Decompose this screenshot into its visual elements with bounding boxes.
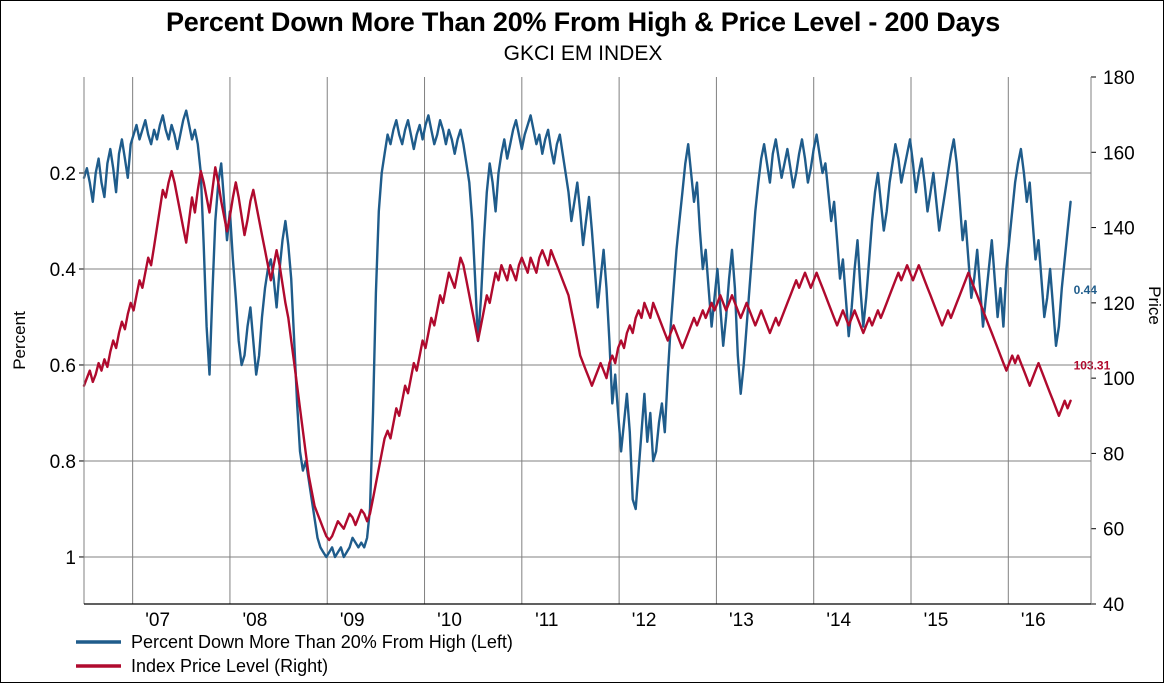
y-axis-left-tick-label: 0.2 [50,164,76,185]
y-axis-right-ticks: 40 60 80 100 120 140 160 180 [1091,68,1135,616]
y-axis-left-tick-label: 0.6 [50,356,76,377]
end-label-price: 103.31 [1074,359,1111,373]
data-series [82,109,1072,559]
y-axis-left-tick-label: 0.8 [50,452,76,473]
y-axis-right-tick-label: 100 [1103,369,1135,390]
y-axis-right-tick-label: 40 [1103,595,1124,616]
y-axis-left-tick-label: 0.4 [50,260,77,281]
y-axis-right-tick-label: 180 [1103,68,1135,89]
end-label-percent: 0.44 [1074,283,1098,297]
gridlines [84,77,1091,604]
x-axis-tick-label: '13 [729,610,754,631]
y-axis-right-tick-label: 80 [1103,444,1124,465]
x-axis-tick-label: '11 [535,610,558,631]
x-axis-tick-label: '12 [632,610,657,631]
y-axis-right-title: Price [1145,286,1164,325]
series-line [82,109,1072,559]
y-axis-right-tick-label: 160 [1103,143,1135,164]
chart-title: Percent Down More Than 20% From High & P… [165,7,1001,37]
series-line [82,166,1072,542]
y-axis-left-tick-label: 1 [65,548,76,569]
chart-legend: Percent Down More Than 20% From High (Le… [76,632,513,676]
x-axis-tick-label: '15 [924,610,949,631]
x-axis-ticks: '07 '08 '09 '10 '11 '12 '13 '14 '15 '16 [145,610,1045,631]
y-axis-right-tick-label: 60 [1103,520,1124,541]
x-axis-tick-label: '08 [243,610,268,631]
y-axis-left-title: Percent [10,311,29,370]
y-axis-right-tick-label: 120 [1103,294,1135,315]
y-axis-right-tick-label: 140 [1103,219,1135,240]
x-axis-tick-label: '10 [437,610,462,631]
x-axis-tick-label: '16 [1021,610,1046,631]
x-axis-tick-label: '07 [145,610,170,631]
axis-lines [83,77,1092,605]
chart-subtitle: GKCI EM INDEX [503,42,663,65]
x-axis-tick-label: '14 [826,610,851,631]
legend-label: Index Price Level (Right) [131,656,328,676]
x-axis-tick-label: '09 [340,610,365,631]
legend-label: Percent Down More Than 20% From High (Le… [131,632,513,652]
y-axis-left-ticks: 0.2 0.4 0.6 0.8 1 [50,164,84,569]
